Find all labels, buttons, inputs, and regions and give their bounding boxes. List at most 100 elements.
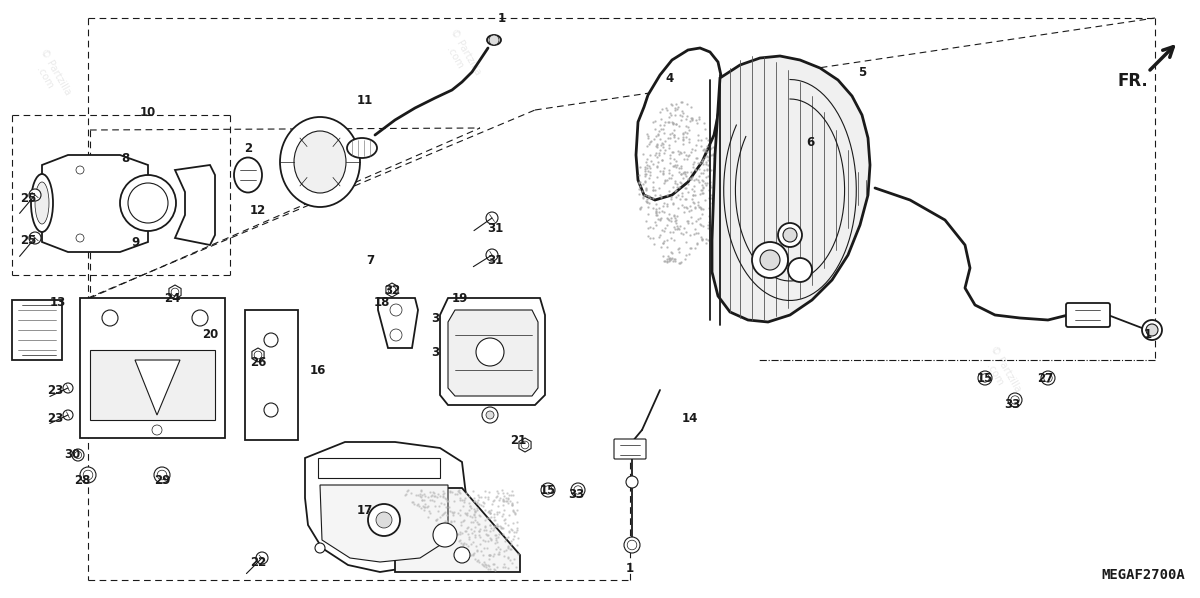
Point bbox=[486, 530, 505, 539]
Point bbox=[433, 509, 452, 519]
Point bbox=[466, 522, 485, 532]
Text: 10: 10 bbox=[140, 105, 156, 118]
Point bbox=[440, 488, 460, 498]
Point bbox=[700, 185, 719, 194]
Point bbox=[653, 138, 672, 148]
Point bbox=[670, 221, 689, 231]
Point bbox=[638, 191, 658, 201]
Point bbox=[678, 128, 697, 138]
Point bbox=[698, 235, 718, 245]
Point bbox=[499, 563, 518, 572]
Circle shape bbox=[64, 410, 73, 420]
Point bbox=[698, 152, 718, 162]
Point bbox=[647, 141, 666, 151]
Point bbox=[696, 152, 715, 161]
Point bbox=[698, 220, 718, 230]
Point bbox=[468, 496, 487, 505]
Point bbox=[638, 224, 658, 233]
Point bbox=[630, 162, 649, 172]
Point bbox=[414, 505, 433, 515]
Circle shape bbox=[29, 189, 41, 201]
Polygon shape bbox=[175, 165, 215, 245]
Point bbox=[679, 138, 698, 147]
Point bbox=[660, 209, 679, 218]
Text: 33: 33 bbox=[1004, 398, 1020, 411]
Point bbox=[492, 486, 511, 495]
Point bbox=[662, 128, 682, 138]
Point bbox=[707, 200, 726, 210]
Point bbox=[683, 190, 702, 200]
Point bbox=[674, 147, 694, 157]
Text: 6: 6 bbox=[806, 136, 814, 148]
Point bbox=[661, 99, 680, 109]
Point bbox=[658, 175, 677, 185]
Point bbox=[438, 521, 457, 531]
Point bbox=[668, 223, 688, 233]
Point bbox=[506, 527, 526, 537]
Point bbox=[464, 487, 484, 496]
Point bbox=[658, 242, 677, 252]
Point bbox=[637, 197, 656, 207]
Circle shape bbox=[476, 338, 504, 366]
Point bbox=[654, 178, 673, 187]
Circle shape bbox=[760, 250, 780, 270]
Point bbox=[678, 203, 697, 212]
Point bbox=[653, 225, 672, 234]
Point bbox=[661, 154, 680, 163]
Point bbox=[655, 136, 674, 146]
Point bbox=[508, 517, 527, 527]
Point bbox=[631, 203, 650, 213]
Point bbox=[634, 149, 653, 158]
Circle shape bbox=[544, 486, 552, 494]
Point bbox=[660, 158, 679, 168]
Point bbox=[636, 172, 655, 181]
Point bbox=[690, 178, 709, 187]
Point bbox=[412, 503, 431, 512]
Point bbox=[647, 208, 666, 217]
Point bbox=[698, 136, 718, 145]
Point bbox=[419, 507, 438, 516]
Polygon shape bbox=[318, 458, 440, 478]
Point bbox=[660, 144, 679, 153]
Point bbox=[697, 147, 716, 157]
Point bbox=[467, 498, 486, 507]
Point bbox=[664, 161, 683, 170]
Point bbox=[629, 184, 648, 193]
Point bbox=[494, 523, 514, 533]
Polygon shape bbox=[42, 155, 148, 252]
Point bbox=[499, 526, 518, 536]
Point bbox=[636, 185, 655, 194]
Circle shape bbox=[1042, 371, 1055, 385]
Circle shape bbox=[628, 540, 637, 550]
Point bbox=[629, 177, 648, 187]
Circle shape bbox=[120, 175, 176, 231]
Point bbox=[474, 526, 493, 535]
Point bbox=[466, 506, 485, 515]
Point bbox=[438, 496, 457, 505]
Circle shape bbox=[74, 451, 82, 459]
Text: 31: 31 bbox=[487, 254, 503, 267]
Point bbox=[469, 520, 488, 529]
Point bbox=[664, 130, 683, 139]
Point bbox=[487, 486, 506, 495]
Point bbox=[673, 132, 692, 142]
Point bbox=[676, 255, 695, 264]
Point bbox=[443, 532, 462, 541]
Point bbox=[672, 170, 691, 179]
Point bbox=[457, 526, 476, 536]
Point bbox=[630, 178, 649, 187]
Point bbox=[484, 560, 503, 569]
Point bbox=[638, 231, 658, 240]
Point bbox=[648, 172, 667, 182]
Point bbox=[440, 486, 460, 496]
Point bbox=[653, 202, 672, 211]
Point bbox=[503, 486, 522, 496]
Point bbox=[478, 543, 497, 553]
Point bbox=[431, 491, 450, 501]
Polygon shape bbox=[134, 360, 180, 415]
Point bbox=[481, 565, 500, 574]
Point bbox=[503, 498, 522, 508]
Point bbox=[671, 115, 690, 125]
Circle shape bbox=[64, 383, 73, 393]
Point bbox=[445, 532, 464, 541]
